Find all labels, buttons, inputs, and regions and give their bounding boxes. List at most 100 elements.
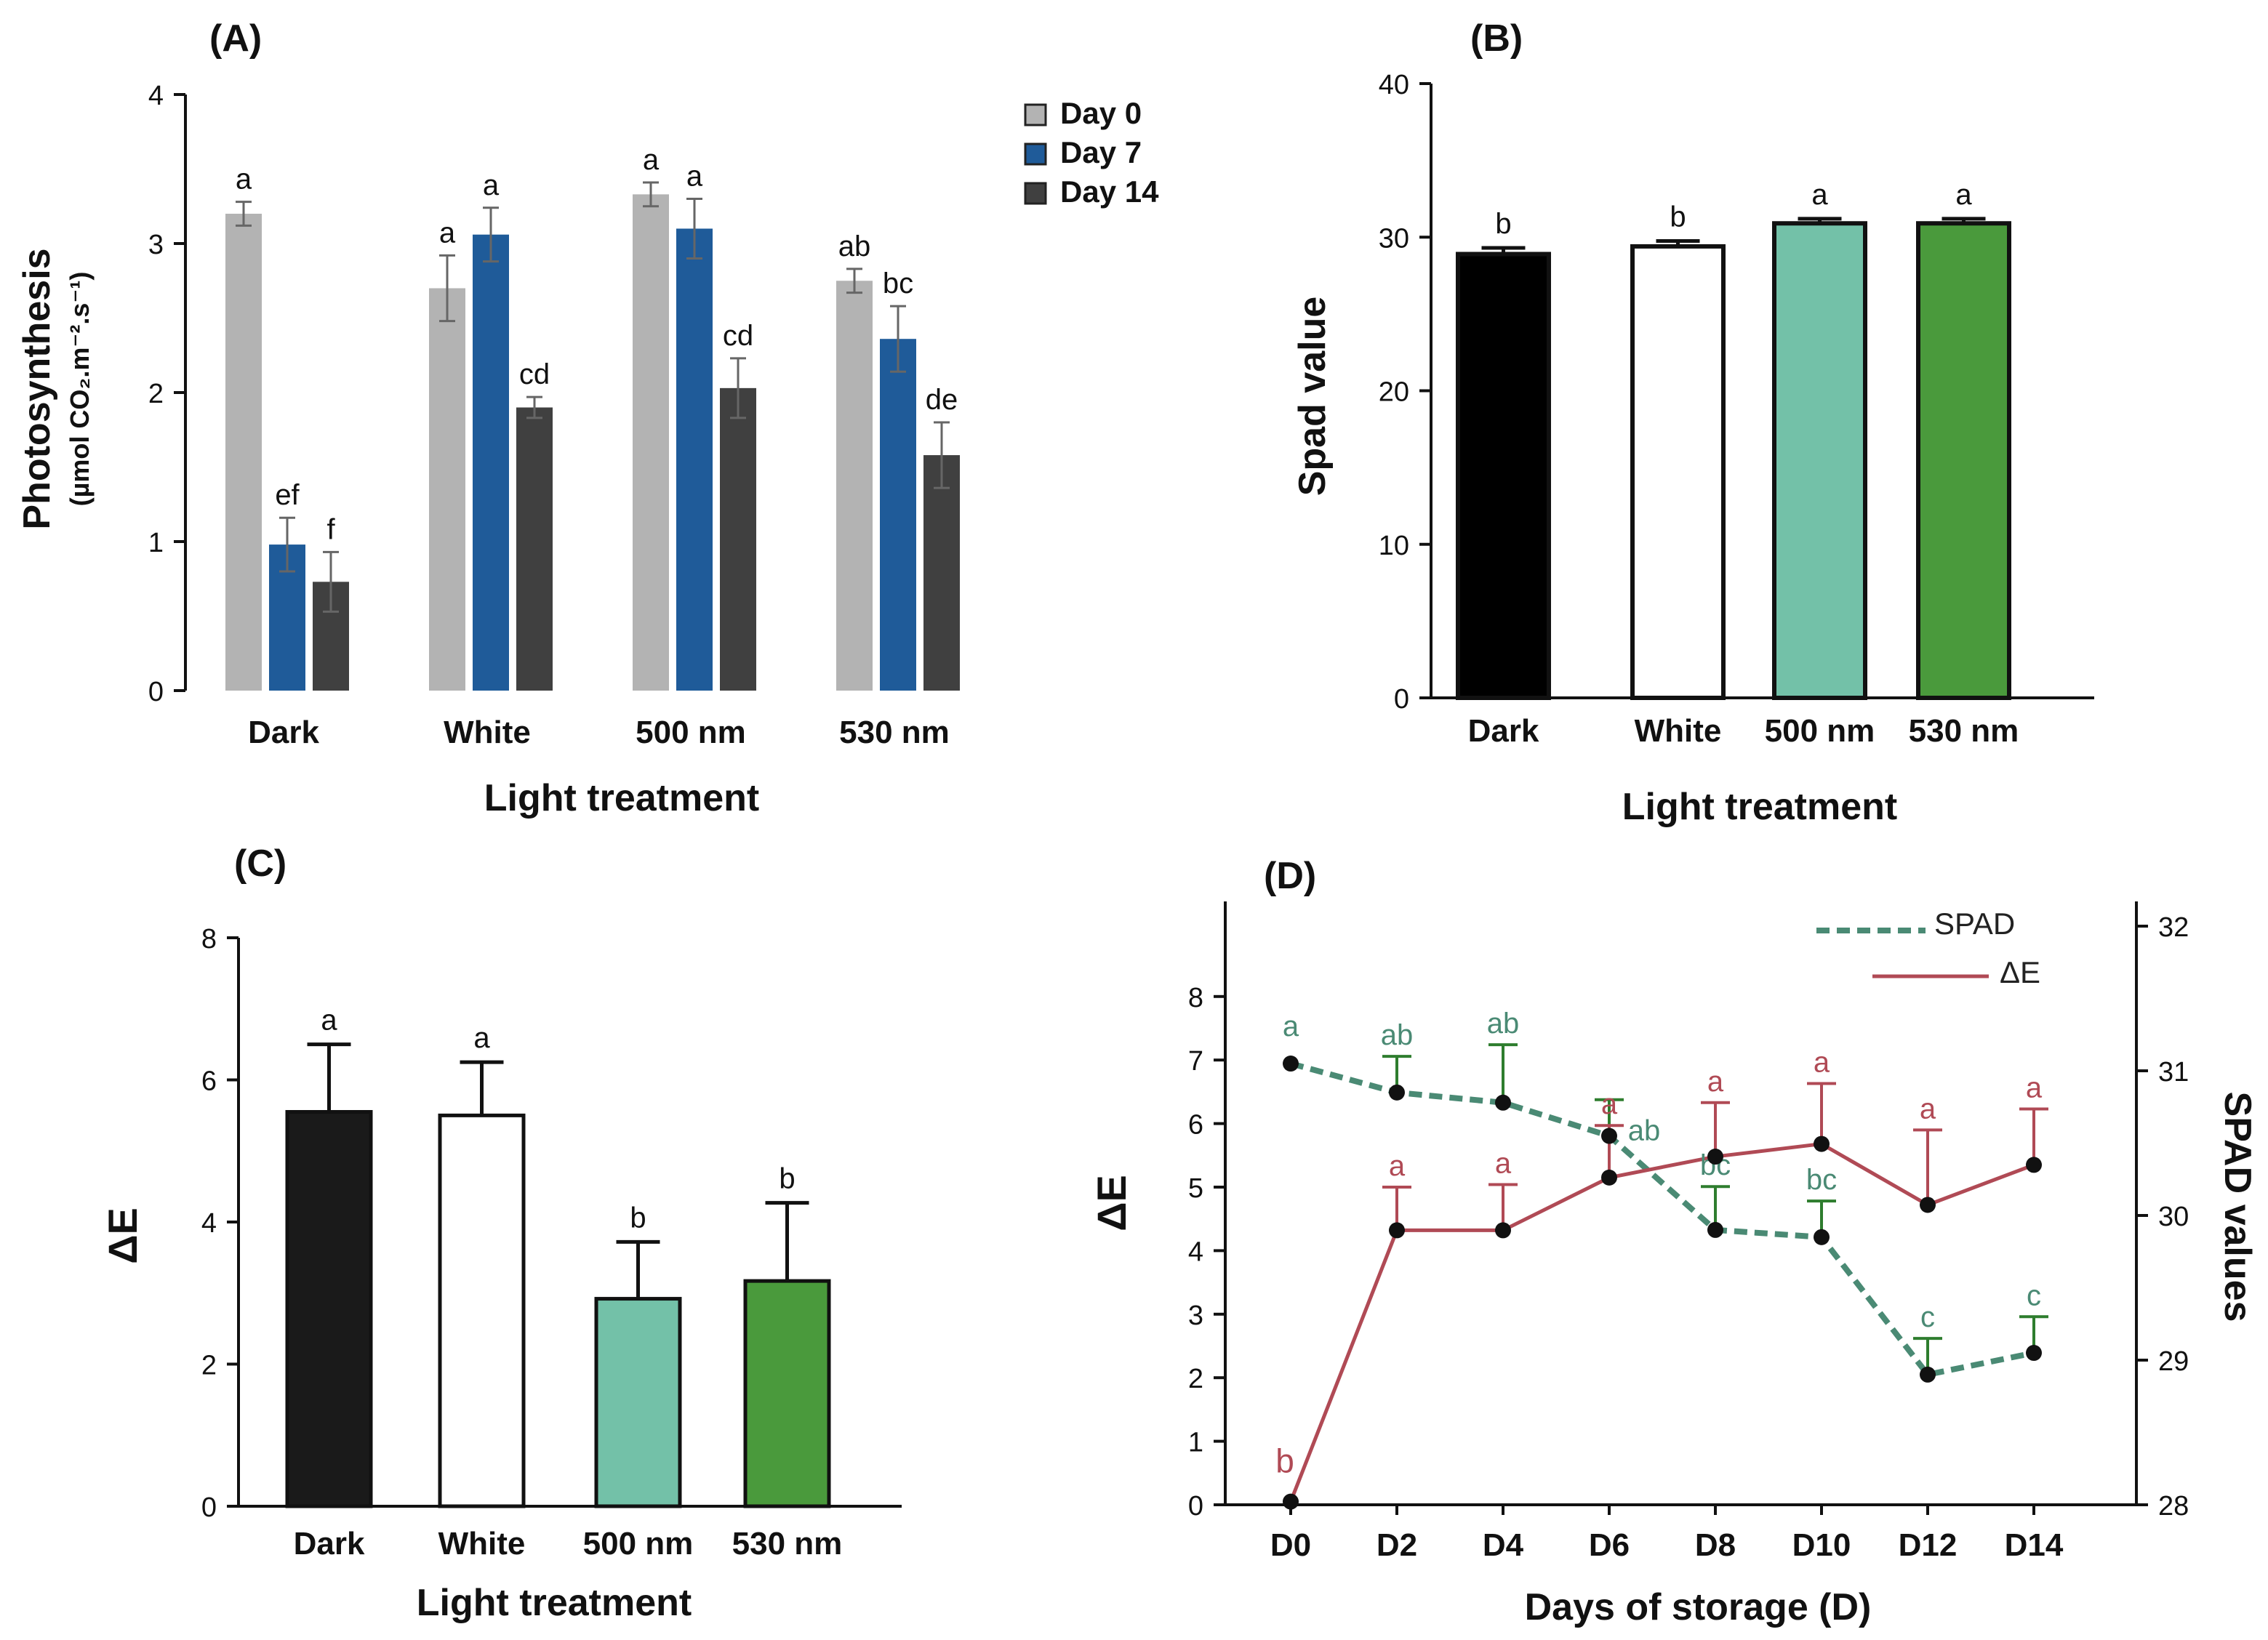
panel-b-y-tick-label: 0 bbox=[1394, 684, 1409, 715]
panel-d-category-label: D8 bbox=[1695, 1527, 1736, 1563]
panel-d-delta-e-sig-letter: a bbox=[1707, 1066, 1724, 1098]
panel-a-legend-swatch bbox=[1024, 103, 1047, 126]
panel-d-delta-e-sig-letter: a bbox=[1601, 1088, 1618, 1120]
panel-a-sig-letter: bc bbox=[883, 268, 913, 300]
panel-d-delta-e-point bbox=[1283, 1493, 1299, 1510]
panel-c-sig-letter: b bbox=[630, 1202, 646, 1234]
panel-b-bar bbox=[1630, 244, 1726, 700]
panel-d-spad-point bbox=[1389, 1084, 1405, 1101]
panel-b-sig-letter: a bbox=[1955, 179, 1972, 211]
panel-d-y-tick-label: 4 bbox=[1188, 1237, 1203, 1267]
panel-a-label: (A) bbox=[209, 17, 262, 60]
panel-d-delta-e-point bbox=[1814, 1135, 1830, 1152]
panel-a-bar bbox=[676, 228, 713, 691]
panel-c-sig-letter: a bbox=[473, 1022, 490, 1054]
panel-d-delta-e-sig-letter: b bbox=[1275, 1442, 1294, 1480]
panel-a-bar bbox=[516, 407, 553, 691]
panel-d-ylabel: ΔE bbox=[1089, 1175, 1134, 1231]
panel-a-y-tick-label: 0 bbox=[148, 677, 164, 707]
panel-a-y-tick-label: 1 bbox=[148, 528, 164, 558]
panel-c-ylabel: ΔE bbox=[100, 1207, 145, 1264]
panel-a-legend-swatch bbox=[1024, 142, 1047, 166]
panel-c-bar bbox=[438, 1113, 526, 1508]
panel-d-delta-e-point bbox=[1601, 1169, 1617, 1186]
panel-d-y-tick-label: 5 bbox=[1188, 1173, 1203, 1204]
panel-d-spad-sig-letter: ab bbox=[1381, 1019, 1414, 1051]
panel-c-y-tick-label: 6 bbox=[201, 1066, 217, 1097]
panel-d-delta-e-point bbox=[1495, 1222, 1511, 1239]
panel-d-spad-sig-letter: bc bbox=[1806, 1164, 1837, 1196]
panel-d-spad-sig-letter: ab bbox=[1628, 1115, 1661, 1147]
panel-d-delta-e-sig-letter: a bbox=[1495, 1148, 1512, 1180]
panel-d-category-label: D6 bbox=[1589, 1527, 1630, 1563]
panel-a-sig-letter: a bbox=[686, 161, 703, 193]
panel-c-bar bbox=[285, 1109, 373, 1508]
panel-d-delta-e-sig-letter: a bbox=[2026, 1072, 2043, 1104]
panel-d-spad-point bbox=[2026, 1345, 2042, 1362]
panel-a-bar bbox=[473, 234, 509, 691]
panel-a-sig-letter: a bbox=[483, 169, 500, 201]
panel-c-category-label: 500 nm bbox=[583, 1526, 694, 1561]
panel-a-sig-letter: a bbox=[439, 217, 456, 249]
panel-d-y-tick-label: 6 bbox=[1188, 1110, 1203, 1141]
panel-d-category-label: D12 bbox=[1899, 1527, 1958, 1563]
panel-d-spad-point bbox=[1814, 1229, 1830, 1245]
panel-a-sig-letter: a bbox=[643, 144, 660, 176]
panel-b-ylabel: Spad value bbox=[1291, 297, 1334, 497]
panel-d-category-label: D0 bbox=[1270, 1527, 1311, 1563]
panel-a-bar bbox=[836, 281, 873, 691]
panel-a-bar bbox=[225, 214, 262, 691]
panel-d-delta-e-sig-letter: a bbox=[1389, 1150, 1406, 1182]
panel-d-delta-e-sig-letter: a bbox=[1920, 1093, 1936, 1125]
panel-d-spad-point bbox=[1601, 1128, 1617, 1144]
panel-a-sig-letter: ab bbox=[838, 230, 871, 262]
panel-a-category-label: White bbox=[444, 715, 531, 750]
panel-d-spad-sig-letter: ab bbox=[1487, 1008, 1520, 1040]
panel-a-sig-letter: ef bbox=[275, 479, 300, 511]
panel-d-category-label: D10 bbox=[1792, 1527, 1851, 1563]
panel-b-category-label: 500 nm bbox=[1765, 713, 1875, 749]
panel-d-y-tick-label-right: 32 bbox=[2158, 912, 2189, 943]
panel-d-y-tick-label: 2 bbox=[1188, 1364, 1203, 1394]
panel-d-label: (D) bbox=[1264, 855, 1316, 897]
panel-d-delta-e-line bbox=[1289, 1141, 2035, 1503]
panel-d-y-tick-label: 0 bbox=[1188, 1491, 1203, 1522]
panel-a-sig-letter: f bbox=[326, 513, 335, 545]
panel-a-legend-swatch bbox=[1024, 182, 1047, 205]
panel-d-spad-point bbox=[1495, 1094, 1511, 1111]
panel-d-spad-point bbox=[1707, 1221, 1723, 1238]
panel-a-bar bbox=[923, 455, 960, 691]
panel-d-spad-point bbox=[1283, 1056, 1299, 1072]
panel-b-sig-letter: b bbox=[1670, 201, 1686, 233]
panel-a-y-tick-label: 4 bbox=[148, 81, 164, 111]
panel-d-spad-sig-letter: a bbox=[1283, 1010, 1299, 1042]
panel-a-ylabel: Photosynthesis bbox=[16, 248, 58, 529]
panel-d-spad-line bbox=[1289, 1061, 2035, 1378]
panel-d-delta-e-sig-letter: a bbox=[1814, 1047, 1830, 1079]
panel-b-bar bbox=[1916, 221, 2011, 700]
panel-a-legend-label: Day 7 bbox=[1060, 135, 1142, 169]
panel-b-xlabel: Light treatment bbox=[1622, 786, 1897, 828]
panel-d-y-tick-label-right: 30 bbox=[2158, 1202, 2189, 1232]
panel-d-y-tick-label: 7 bbox=[1188, 1046, 1203, 1077]
panel-b-bar bbox=[1772, 221, 1867, 700]
panel-c-y-tick-label: 2 bbox=[201, 1351, 217, 1381]
panel-d-legend-delta-e-label: ΔE bbox=[2000, 955, 2040, 989]
panel-d-spad-point bbox=[1920, 1366, 1936, 1383]
panel-a-bar bbox=[633, 194, 669, 691]
panel-c-bar bbox=[594, 1297, 682, 1508]
panel-d-ylabel-right: SPAD values bbox=[2216, 1092, 2259, 1322]
panel-b-label: (B) bbox=[1470, 17, 1523, 60]
panel-c-category-label: White bbox=[438, 1526, 526, 1561]
panel-d-y-tick-label-right: 31 bbox=[2158, 1057, 2189, 1088]
panel-a-bar bbox=[880, 339, 916, 691]
panel-c-label: (C) bbox=[234, 843, 286, 885]
panel-b-bar bbox=[1456, 252, 1551, 700]
panel-b-sig-letter: b bbox=[1495, 208, 1511, 240]
panel-d-legend-spad-label: SPAD bbox=[1934, 907, 2015, 941]
panel-a-y-tick-label: 3 bbox=[148, 230, 164, 260]
panel-d-y-tick-label-right: 28 bbox=[2158, 1491, 2189, 1522]
panel-d-y-tick-label: 3 bbox=[1188, 1301, 1203, 1331]
panel-d-category-label: D14 bbox=[2005, 1527, 2064, 1563]
